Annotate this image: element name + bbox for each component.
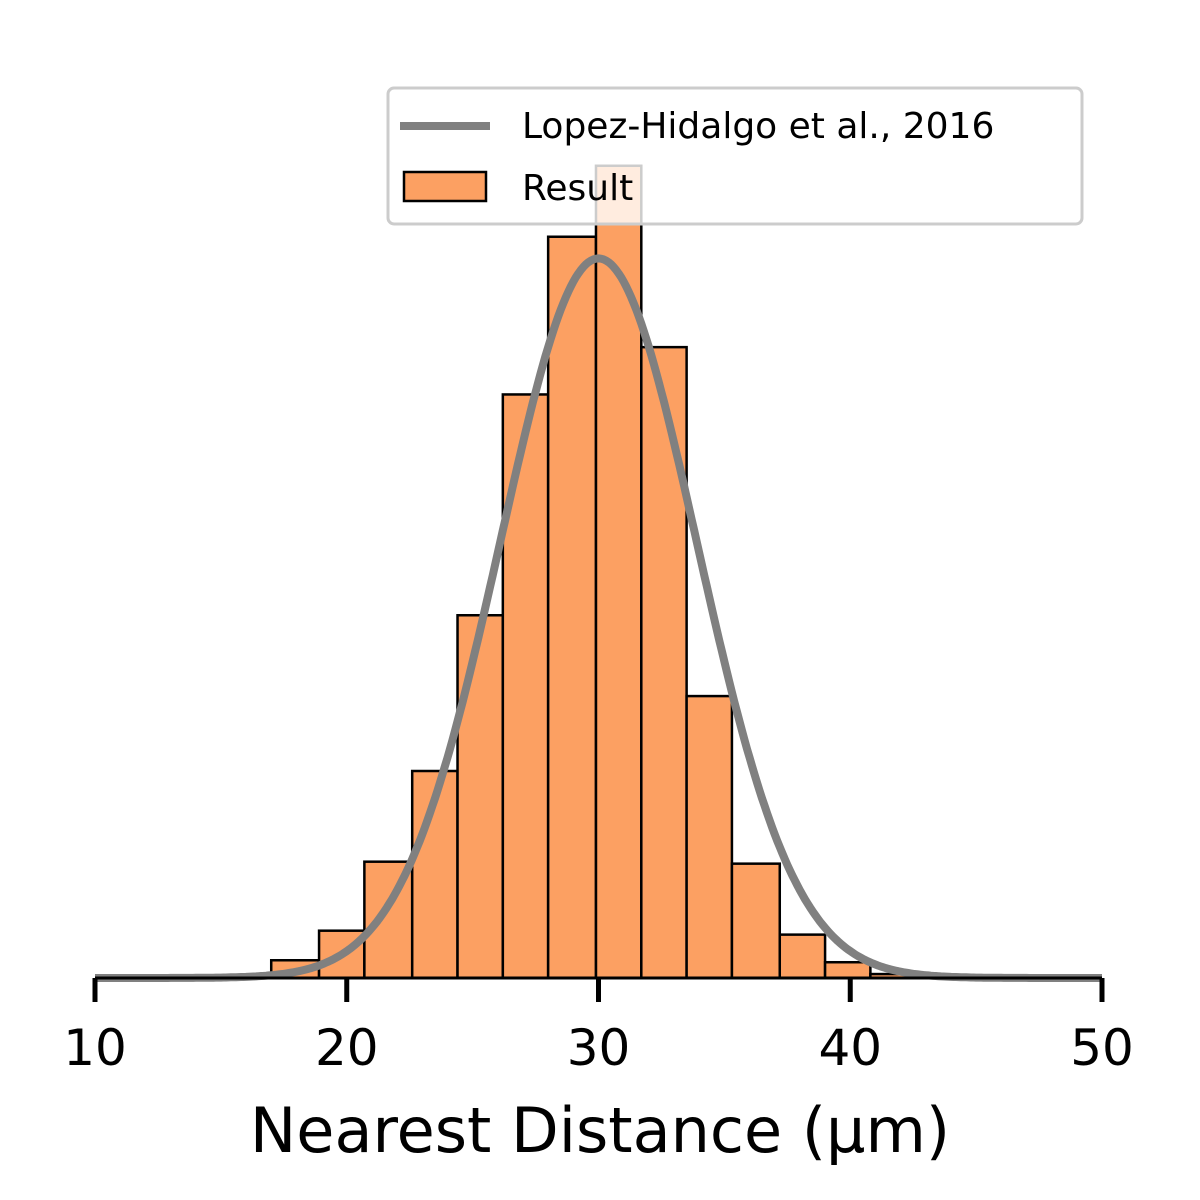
x-tick-label: 10 [63, 1019, 127, 1077]
histogram-bar [456, 614, 505, 980]
x-tick-label: 40 [818, 1019, 882, 1077]
x-tick-label: 20 [315, 1019, 379, 1077]
histogram-bar [640, 345, 688, 980]
legend-bar-swatch [402, 170, 488, 203]
legend: Lopez-Hidalgo et al., 2016 Result [386, 86, 1084, 226]
x-tick-label: 30 [567, 1019, 631, 1077]
legend-box [386, 86, 1084, 226]
normal-fit-curve [93, 254, 1104, 982]
legend-bar-label: Result [522, 168, 633, 209]
histogram-bar [730, 862, 782, 980]
x-tick-label: 50 [1070, 1019, 1134, 1077]
x-axis-title: Nearest Distance (μm) [250, 1094, 950, 1167]
legend-curve-label: Lopez-Hidalgo et al., 2016 [522, 106, 994, 147]
histogram-bar [546, 235, 598, 980]
histogram-bar [778, 933, 827, 980]
histogram-bar [501, 393, 550, 980]
histogram-bar [594, 164, 643, 980]
x-axis-ticks: 10 20 30 40 50 [63, 978, 1134, 1077]
histogram-bar [685, 694, 734, 980]
histogram-bar [823, 960, 872, 980]
